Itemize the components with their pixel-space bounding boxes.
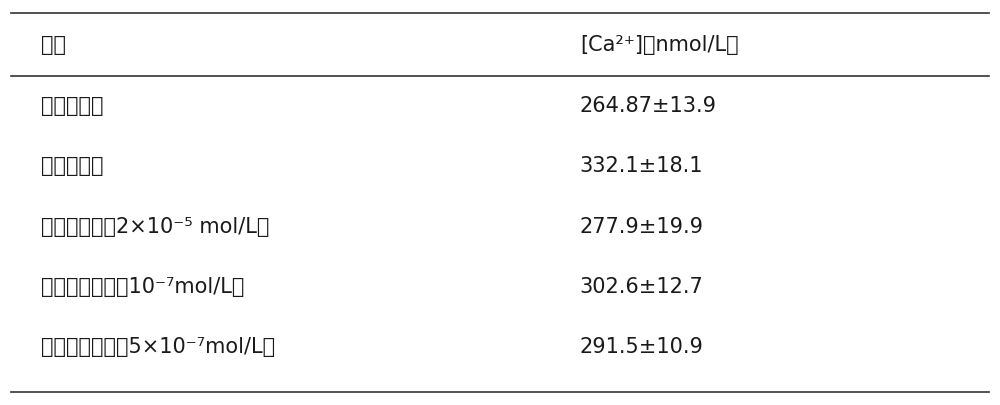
Text: 空白对照组: 空白对照组 (41, 96, 104, 117)
Text: 阳性对照组（2×10⁻⁵ mol/L）: 阳性对照组（2×10⁻⁵ mol/L） (41, 217, 270, 237)
Text: 302.6±12.7: 302.6±12.7 (580, 277, 704, 296)
Text: 277.9±19.9: 277.9±19.9 (580, 217, 704, 237)
Text: 332.1±18.1: 332.1±18.1 (580, 156, 703, 177)
Text: 盐酸戊乙奎醚（5×10⁻⁷mol/L）: 盐酸戊乙奎醚（5×10⁻⁷mol/L） (41, 337, 275, 356)
Text: 盐酸戊乙奎醚（10⁻⁷mol/L）: 盐酸戊乙奎醚（10⁻⁷mol/L） (41, 277, 245, 296)
Text: [Ca²⁺]（nmol/L）: [Ca²⁺]（nmol/L） (580, 35, 738, 55)
Text: 264.87±13.9: 264.87±13.9 (580, 96, 717, 117)
Text: 组别: 组别 (41, 35, 66, 55)
Text: 291.5±10.9: 291.5±10.9 (580, 337, 704, 356)
Text: 模型对照组: 模型对照组 (41, 156, 104, 177)
